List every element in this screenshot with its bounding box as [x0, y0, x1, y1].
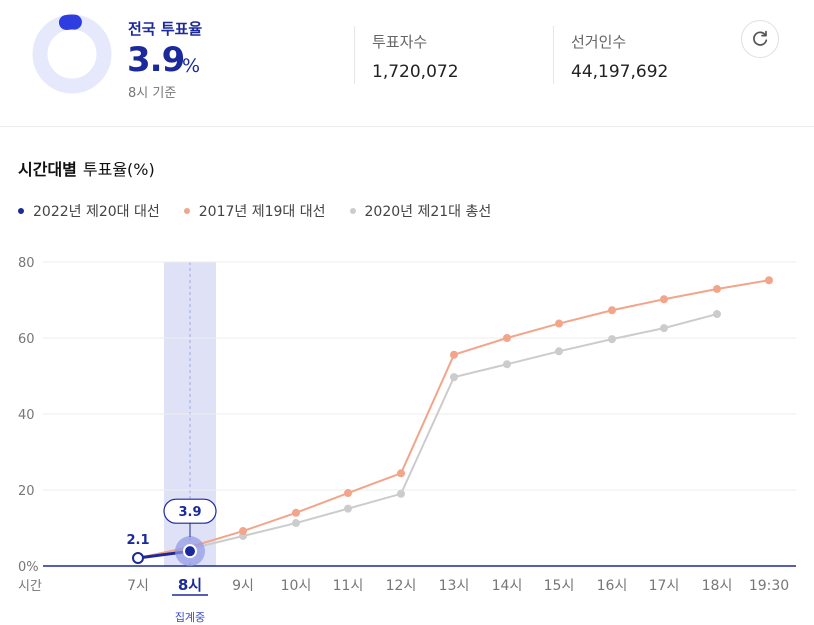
data-label-2022: 3.9 — [178, 505, 201, 520]
legend-dot — [183, 208, 190, 214]
point-2017 — [555, 319, 563, 328]
legend-label: 2017년 제19대 대선 — [198, 204, 326, 220]
point-2017 — [713, 284, 721, 293]
section-title-rest: 투표율(%) — [82, 160, 155, 179]
section-divider — [0, 126, 814, 127]
point-2017 — [608, 306, 616, 315]
x-tick-label: 10시 — [281, 578, 312, 594]
section-title: 시간대별 투표율(%) — [18, 156, 155, 180]
legend-item-2017[interactable]: 2017년 제19대 대선 — [183, 201, 326, 221]
point-2017 — [344, 489, 352, 498]
point-2020 — [555, 347, 563, 356]
point-2017 — [660, 295, 668, 304]
donut-track — [32, 14, 112, 94]
x-tick-label: 12시 — [386, 578, 417, 594]
x-tick-label: 18시 — [702, 578, 733, 594]
section-title-bold: 시간대별 — [18, 160, 77, 179]
x-tick-label: 9시 — [232, 578, 254, 594]
x-tick-label: 19:30 — [749, 578, 789, 594]
stat-divider — [354, 26, 355, 84]
voters-value: 1,720,072 — [372, 62, 459, 82]
point-2017 — [765, 276, 773, 285]
turnout-donut — [32, 14, 112, 94]
y-tick-label: 40 — [18, 408, 35, 423]
electorate-label: 선거인수 — [571, 33, 627, 51]
y-tick-label: 20 — [18, 484, 35, 499]
point-2020 — [608, 335, 616, 344]
aggregating-caption: 집계중 — [175, 611, 205, 624]
donut-fill — [32, 14, 112, 94]
y-tick-label: 0% — [18, 560, 39, 575]
point-2020 — [344, 504, 352, 513]
point-2017 — [397, 469, 405, 478]
x-tick-label: 17시 — [649, 578, 680, 594]
point-2020 — [660, 324, 668, 333]
point-2020 — [397, 489, 405, 498]
point-2017 — [239, 527, 247, 536]
point-2017 — [450, 350, 458, 359]
x-tick-label: 14시 — [492, 578, 523, 594]
x-axis-label: 시간 — [18, 579, 42, 594]
data-label-2022: 2.1 — [126, 533, 149, 548]
refresh-icon — [753, 30, 768, 46]
point-2020 — [713, 310, 721, 319]
legend-label: 2022년 제20대 대선 — [33, 204, 160, 220]
legend-item-2020[interactable]: 2020년 제21대 총선 — [349, 201, 492, 221]
as-of-time: 8시 기준 — [128, 86, 177, 101]
hourly-turnout-chart: 0% 20 40 60 80 2.1 3.9 시간 7시 8시 9시 10시 11시 12시 13시 14시 1… — [18, 256, 796, 624]
point-2017 — [292, 508, 300, 517]
legend-label: 2020년 제21대 총선 — [364, 204, 492, 220]
x-tick-label: 13시 — [439, 578, 470, 594]
x-tick-label: 15시 — [544, 578, 575, 594]
x-tick-label: 7시 — [127, 578, 149, 594]
x-tick-label: 11시 — [333, 578, 364, 594]
legend-dot — [18, 208, 24, 214]
refresh-button[interactable] — [741, 20, 779, 58]
current-point-2022 — [183, 544, 197, 559]
point-2022 — [132, 552, 144, 565]
y-tick-label: 80 — [18, 256, 35, 271]
electorate-value: 44,197,692 — [571, 62, 669, 82]
point-2017 — [503, 334, 511, 342]
voters-label: 투표자수 — [372, 33, 428, 51]
national-turnout-unit: % — [182, 55, 201, 77]
national-turnout-label: 전국 투표율 — [128, 20, 203, 38]
y-tick-label: 60 — [18, 332, 35, 347]
point-2020 — [450, 373, 458, 382]
chart-legend: 2022년 제20대 대선 2017년 제19대 대선 2020년 제21대 총… — [18, 201, 491, 221]
series-line-2017 — [137, 279, 770, 559]
point-2020 — [292, 519, 300, 528]
legend-item-2022[interactable]: 2022년 제20대 대선 — [18, 201, 160, 221]
x-tick-label: 16시 — [597, 578, 628, 594]
stat-divider — [553, 26, 554, 84]
national-turnout-value: 3.9 — [127, 40, 185, 80]
x-tick-label: 8시 — [178, 576, 202, 594]
legend-dot — [349, 208, 356, 214]
series-line-2020 — [137, 313, 718, 560]
point-2020 — [503, 360, 511, 369]
